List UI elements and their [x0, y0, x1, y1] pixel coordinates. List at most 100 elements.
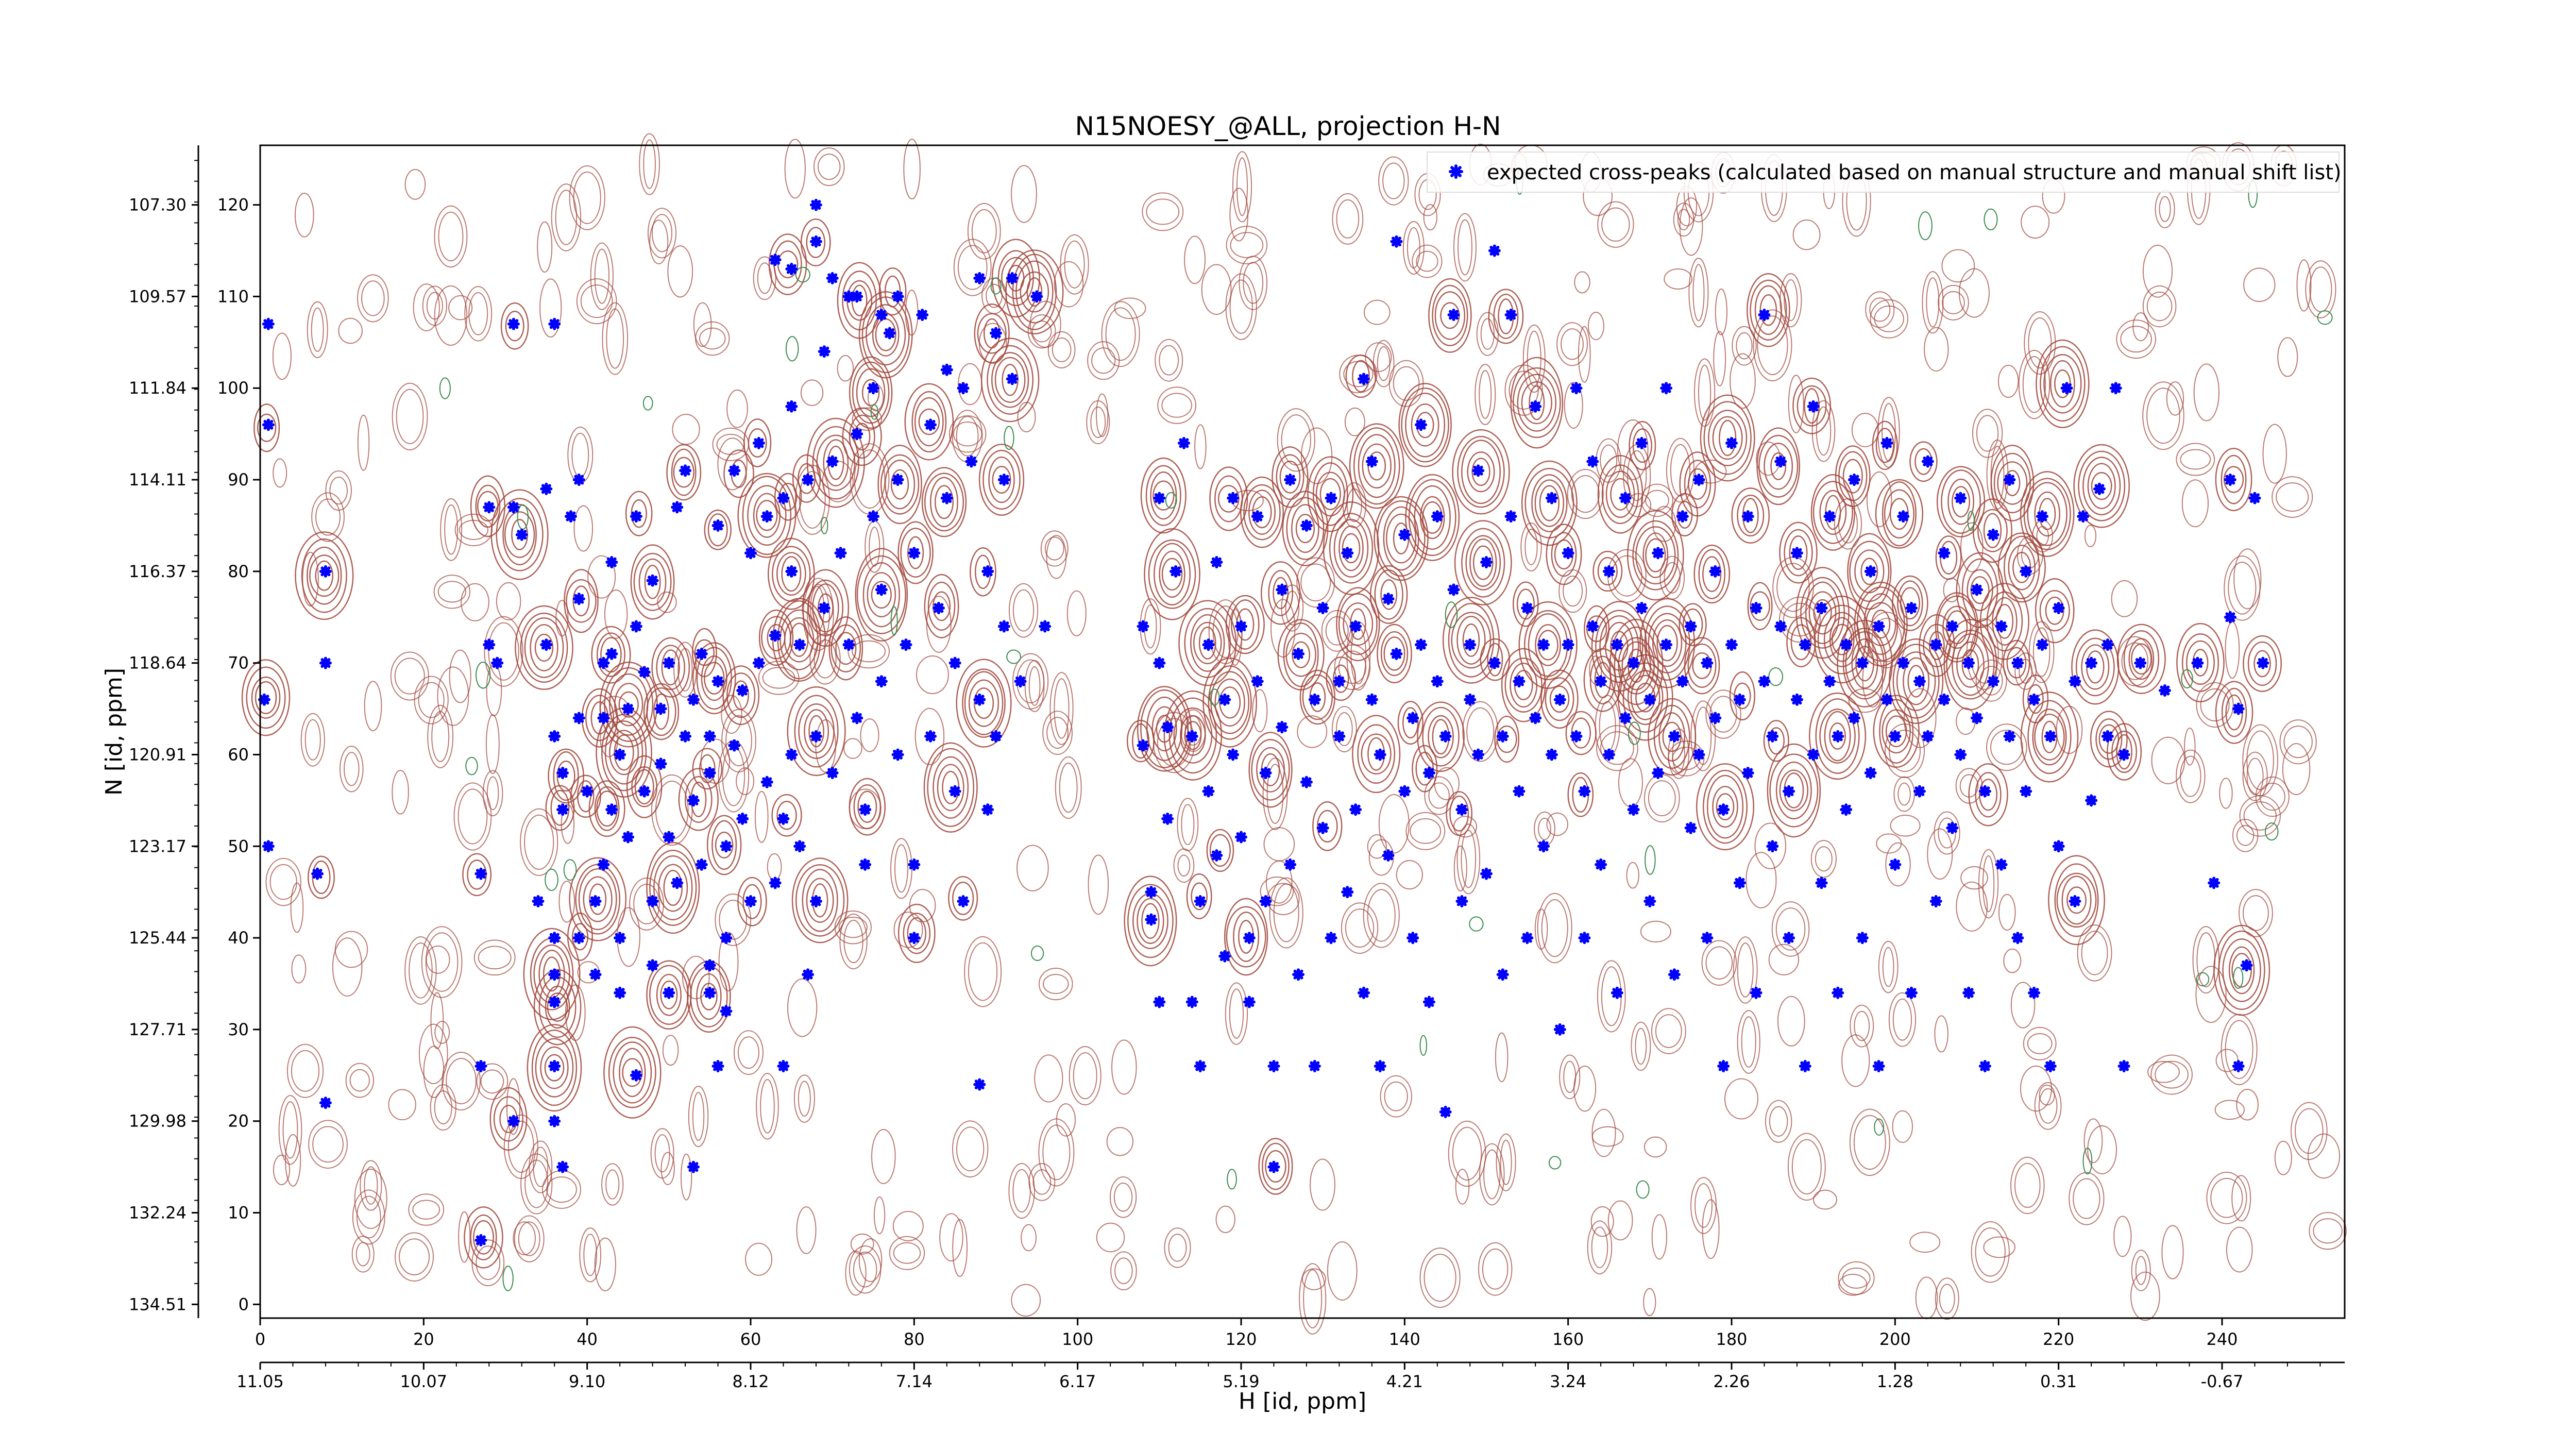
noise-contour [2196, 682, 2234, 728]
noise-contour [518, 1221, 540, 1256]
cross-peak-marker [1480, 867, 1493, 880]
noise-contour [1479, 370, 1492, 419]
noise-contour [1607, 549, 1647, 603]
noise-contour [1522, 324, 1546, 393]
contour-ring [588, 780, 625, 837]
contour-ring [1679, 603, 1707, 646]
cross-peak-marker [1676, 510, 1689, 523]
cross-peak-marker [1840, 638, 1853, 651]
contour-ring [1614, 626, 1659, 705]
cross-peak-marker [2224, 474, 2236, 486]
contour-ring [781, 556, 802, 592]
contour-ring [802, 869, 838, 932]
contour-ring [1684, 460, 1711, 509]
cross-peak-marker [1406, 932, 1419, 945]
contour-ring [1398, 382, 1452, 467]
noise-contour [672, 414, 700, 445]
cross-peak-marker [1504, 510, 1517, 523]
noise-contour [2255, 776, 2290, 817]
noise-contour [796, 1206, 817, 1254]
noise-contour [425, 932, 459, 992]
noise-contour [2142, 244, 2173, 298]
cross-peak-marker [720, 932, 733, 945]
noise-contour [964, 936, 1002, 1007]
noise-contour [799, 470, 826, 529]
cross-peak-marker [2093, 482, 2106, 495]
contour-ring [535, 1038, 574, 1098]
cross-peak-marker [1643, 693, 1656, 706]
cross-peak-marker [1668, 730, 1681, 743]
contour-ring [583, 876, 613, 922]
cross-peak-marker [1962, 656, 1975, 669]
noise-contour [956, 1126, 985, 1172]
noise-contour [1069, 1046, 1101, 1106]
noise-contour [1850, 1004, 1874, 1048]
cross-peak-marker [1145, 886, 1158, 899]
x-tick-label: 60 [740, 1329, 761, 1349]
noise-contour [1419, 1248, 1461, 1308]
contour-ring [1632, 520, 1679, 591]
noise-contour [1109, 1176, 1137, 1218]
cross-peak-marker [1848, 712, 1860, 724]
noise-contour [677, 648, 693, 692]
contour-ring [609, 730, 639, 776]
contour-ring [524, 617, 564, 678]
noise-contour [1591, 1126, 1624, 1147]
noise-contour [2056, 705, 2083, 754]
noise-contour [1664, 268, 1692, 290]
noise-contour [1017, 401, 1036, 432]
noise-contour [893, 1242, 921, 1264]
noise-contour [1870, 299, 1908, 339]
noise-contour [809, 633, 841, 685]
contour-ring [1789, 535, 1808, 570]
noise-contour [1978, 849, 1999, 919]
cross-peak-marker [1382, 849, 1395, 862]
cross-peak-marker [2208, 877, 2221, 889]
noise-contour [338, 317, 363, 344]
cross-peak-marker [597, 712, 610, 724]
noise-contour [2228, 562, 2257, 615]
cross-peak-marker [1611, 986, 1623, 999]
noise-contour [1482, 1248, 1509, 1290]
contour-ring [776, 801, 797, 830]
contour-ring [1401, 387, 1449, 463]
cross-peak-marker [1284, 474, 1297, 486]
noise-contour [1008, 1162, 1035, 1219]
noise-contour [854, 449, 886, 509]
contour-ring [1161, 558, 1183, 591]
contour-ring [1756, 427, 1801, 506]
noise-contour [1578, 326, 1591, 383]
noise-contour [576, 278, 617, 325]
contour-ring [1979, 779, 1998, 811]
peak-markers [258, 198, 2269, 1246]
contour-ring [924, 574, 959, 638]
noise-contour [580, 284, 613, 318]
noise-contour [1212, 605, 1239, 658]
contour-ring [787, 686, 846, 777]
cross-peak-marker [1692, 748, 1705, 761]
cross-peak-marker [1807, 748, 1820, 761]
noise-contour [733, 1030, 764, 1075]
noise-contour [273, 458, 287, 488]
cross-peak-marker [981, 803, 994, 816]
cross-peak-marker [1227, 492, 1240, 504]
noise-contour [1031, 321, 1052, 343]
noise-contour [1228, 609, 1243, 666]
contour-ring [1829, 617, 1855, 662]
contour-ring [644, 565, 661, 599]
contour-ring [1262, 1142, 1290, 1190]
contour-ring [1467, 451, 1495, 493]
contour-ring [1405, 474, 1460, 561]
contour-ring [1750, 279, 1787, 341]
contour-ring [1952, 486, 1971, 518]
contour-ring [1871, 610, 1891, 639]
noise-contour [1034, 1054, 1063, 1103]
cross-peak-marker [875, 308, 888, 321]
noise-contour [1345, 908, 1375, 948]
noise-contour [555, 190, 578, 245]
noise-contour [1959, 774, 1979, 798]
noise-contour [852, 640, 886, 663]
cross-peak-marker [736, 812, 749, 825]
noise-contour [1815, 846, 1833, 872]
noise-contour [1787, 1133, 1826, 1201]
